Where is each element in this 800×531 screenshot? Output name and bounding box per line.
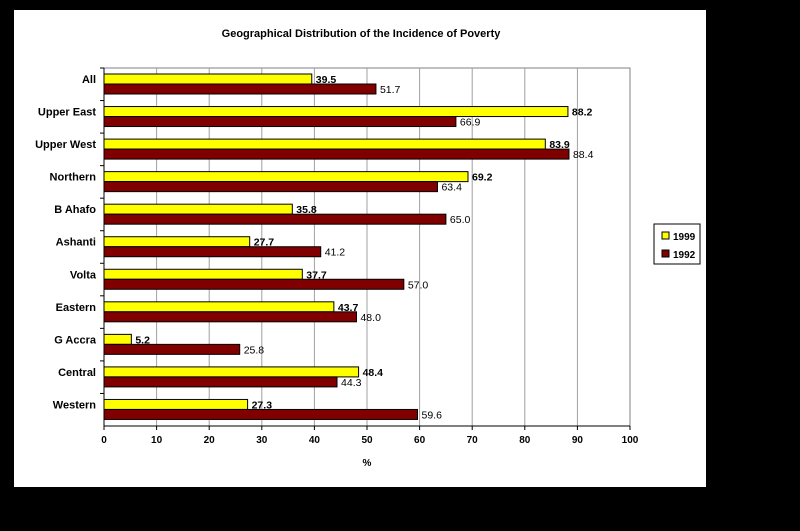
x-tick-label: 30	[256, 435, 268, 446]
data-label: 44.3	[341, 377, 362, 389]
bar	[103, 171, 469, 183]
category-label: Western	[53, 399, 96, 411]
chart-frame: Geographical Distribution of the Inciden…	[14, 10, 706, 487]
data-label: 25.8	[244, 344, 265, 356]
legend-label: 1992	[673, 250, 696, 261]
category-label: B Ahafo	[54, 204, 96, 216]
data-label: 88.2	[572, 107, 593, 119]
x-tick-label: 40	[309, 435, 321, 446]
bar	[103, 83, 377, 95]
x-tick-label: 80	[519, 435, 531, 446]
data-label: 27.3	[252, 399, 273, 411]
legend-label: 1999	[673, 232, 696, 243]
bar	[103, 116, 457, 128]
data-label: 27.7	[254, 237, 275, 249]
legend: 1999 1992	[653, 223, 701, 265]
bar	[103, 333, 132, 345]
data-label: 59.6	[421, 409, 442, 421]
bar	[103, 343, 241, 355]
category-label: Northern	[50, 172, 97, 184]
category-label: Upper West	[35, 139, 96, 151]
bar	[103, 181, 438, 193]
data-label: 83.9	[549, 139, 570, 151]
data-label: 48.0	[360, 312, 381, 324]
category-label: Eastern	[56, 302, 97, 314]
x-tick-label: 10	[151, 435, 163, 446]
legend-swatch	[661, 249, 670, 258]
bar	[103, 106, 569, 118]
bar	[103, 278, 405, 290]
category-label: Central	[58, 367, 96, 379]
data-label: 41.2	[325, 247, 346, 259]
data-label: 66.9	[460, 117, 481, 129]
data-label: 63.4	[441, 182, 462, 194]
bar	[103, 398, 249, 410]
bar	[103, 213, 447, 225]
bar	[103, 138, 546, 150]
bar	[103, 148, 570, 160]
x-tick-label: 0	[101, 435, 107, 446]
category-label: Upper East	[38, 107, 96, 119]
x-tick-label: 60	[414, 435, 426, 446]
data-label: 69.2	[472, 172, 493, 184]
x-tick-label: 20	[204, 435, 216, 446]
category-label: G Accra	[54, 334, 97, 346]
x-axis-label: %	[363, 458, 372, 469]
bar	[103, 376, 338, 388]
data-label: 48.4	[363, 367, 384, 379]
plot-area: 0 10 20 30 40 50 60 70 80 90 100 All 39.5 51.7 Upper E…	[35, 67, 639, 446]
bar	[103, 366, 360, 378]
data-label: 43.7	[338, 302, 359, 314]
bar	[103, 301, 335, 313]
bar	[103, 408, 418, 420]
data-label: 5.2	[135, 334, 150, 346]
data-label: 57.0	[408, 279, 429, 291]
data-label: 51.7	[380, 84, 401, 96]
bar	[103, 236, 251, 248]
data-label: 65.0	[450, 214, 471, 226]
legend-swatch	[661, 231, 670, 240]
x-tick-label: 100	[622, 435, 639, 446]
poverty-bar-chart: Geographical Distribution of the Inciden…	[35, 28, 701, 469]
x-tick-label: 50	[361, 435, 373, 446]
bar	[103, 73, 313, 85]
x-tick-label: 70	[467, 435, 479, 446]
category-label: Volta	[70, 269, 97, 281]
category-label: All	[82, 74, 96, 86]
bar	[103, 311, 357, 323]
x-tick-label: 90	[572, 435, 584, 446]
bar	[103, 203, 293, 215]
category-label: Ashanti	[56, 237, 96, 249]
data-label: 35.8	[296, 204, 317, 216]
data-label: 39.5	[316, 74, 337, 86]
chart-title: Geographical Distribution of the Inciden…	[222, 28, 502, 40]
data-label: 37.7	[306, 269, 327, 281]
bar	[103, 268, 303, 280]
bar	[103, 246, 322, 258]
data-label: 88.4	[573, 149, 594, 161]
